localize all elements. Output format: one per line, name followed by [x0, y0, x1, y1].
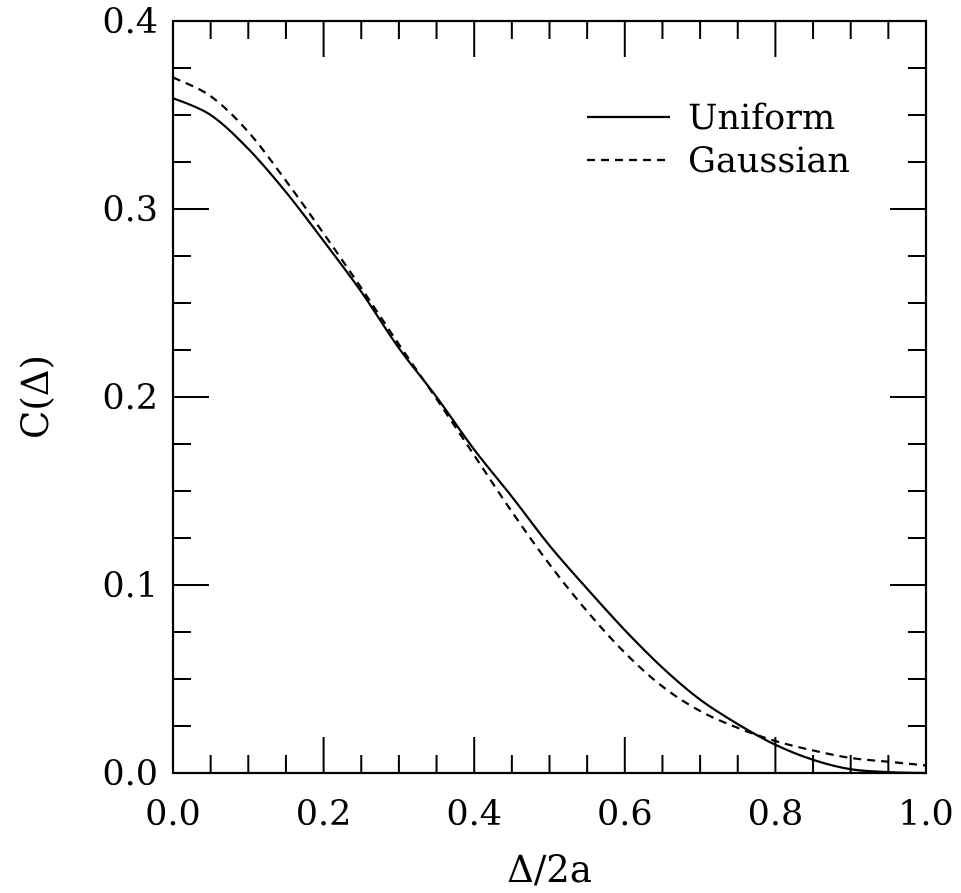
x-tick-label: 0.4	[446, 794, 502, 834]
y-tick-label: 0.2	[102, 378, 158, 418]
x-tick-label: 1.0	[898, 794, 954, 834]
y-tick-label: 0.3	[102, 190, 158, 230]
curves	[172, 76, 927, 775]
legend-label-gaussian: Gaussian	[688, 141, 850, 181]
x-tick-label: 0.6	[597, 794, 653, 834]
x-tick-label: 0.0	[145, 794, 201, 834]
tick-labels: 0.0 0.2 0.4 0.6 0.8 1.0 0.0 0.1 0.2 0.3 0.4	[102, 2, 954, 834]
x-axis-label: Δ/2a	[507, 848, 592, 891]
x-tick-label: 0.8	[748, 794, 804, 834]
y-tick-label: 0.4	[102, 2, 158, 42]
y-axis-label: C(Δ)	[14, 355, 57, 439]
x-tick-label: 0.2	[296, 794, 352, 834]
series-line-uniform	[172, 97, 927, 775]
plot-frame	[171, 19, 928, 775]
y-tick-label: 0.1	[102, 566, 158, 606]
series-line-gaussian	[172, 76, 927, 767]
legend-label-uniform: Uniform	[688, 98, 835, 138]
y-tick-label: 0.0	[102, 754, 158, 794]
